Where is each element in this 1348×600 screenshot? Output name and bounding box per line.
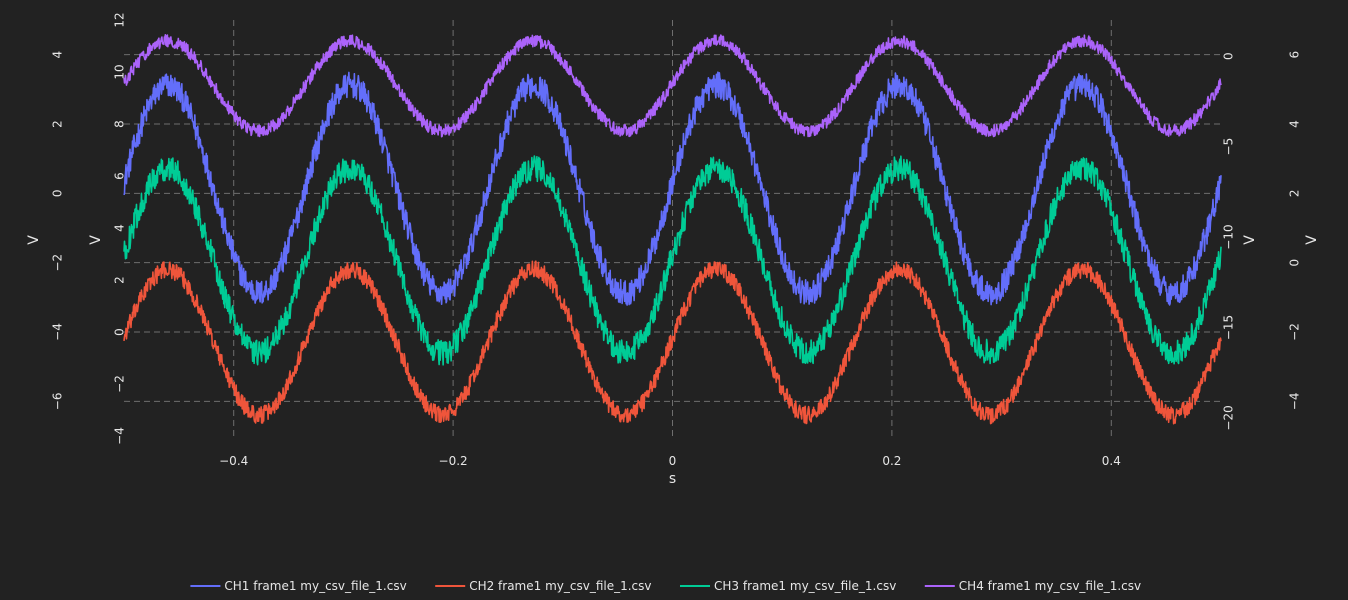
x-tick-label: 0.2 [882,454,901,468]
y3-tick-label: −20 [1222,405,1236,430]
y1-tick-label: −2 [50,254,64,272]
legend-item-ch4[interactable]: CH4 frame1 my_csv_file_1.csv [924,579,1141,593]
y3-tick-label: −5 [1221,138,1235,156]
y1-tick-label: −6 [51,392,65,410]
x-tick-label: 0.4 [1102,454,1121,468]
y1-tick-label: 0 [51,190,65,198]
legend-item-ch3[interactable]: CH3 frame1 my_csv_file_1.csv [680,579,896,593]
y4-tick-label: −4 [1288,392,1302,410]
legend-label: CH4 frame1 my_csv_file_1.csv [959,579,1141,593]
y2-tick-label: 0 [113,328,127,336]
y1-tick-label: 2 [51,120,65,128]
x-tick-label: −0.2 [439,454,468,468]
y2-tick-label: −2 [113,375,127,393]
y2-tick-label: −4 [113,427,127,445]
y3-tick-label: 0 [1222,52,1236,60]
y4-axis-title: V [1304,235,1320,245]
series-layer [123,34,1222,425]
y4-tick-label: 2 [1288,190,1302,198]
series-line-ch2 [123,260,1222,425]
legend-label: CH2 frame1 my_csv_file_1.csv [469,579,651,593]
series-line-ch3 [123,155,1222,366]
y3-tick-label: −10 [1222,224,1236,249]
x-axis-title: s [669,471,676,487]
legend: CH1 frame1 my_csv_file_1.csv CH2 frame1 m… [190,579,1141,593]
y4-tick-label: −2 [1288,323,1302,341]
y2-tick-label: 2 [113,276,127,284]
legend-label: CH1 frame1 my_csv_file_1.csv [224,579,406,593]
legend-item-ch1[interactable]: CH1 frame1 my_csv_file_1.csv [190,579,407,593]
x-tick-label: 0 [669,454,677,468]
series-line-ch1 [123,71,1222,306]
y2-tick-label: 8 [113,120,127,128]
y2-axis-title: V [88,235,104,245]
series-line-ch4 [123,34,1222,138]
y1-axis-title: V [26,235,42,245]
y3-tick-label: −15 [1221,315,1235,340]
y2-tick-label: 6 [113,172,127,180]
y3-axis-title: V [1242,235,1258,245]
x-tick-label: −0.4 [219,454,248,468]
legend-label: CH3 frame1 my_csv_file_1.csv [714,579,896,593]
y2-tick-label: 12 [113,12,127,27]
y2-tick-label: 10 [113,64,127,79]
axis-layer: −0.4 −0.2 0 0.2 0.4s−6−4−2024V−4−2024681012V… [26,12,1320,487]
legend-item-ch2[interactable]: CH2 frame1 my_csv_file_1.csv [435,579,652,593]
y2-tick-label: 4 [113,224,127,232]
y4-tick-label: 0 [1287,259,1301,267]
y4-tick-label: 6 [1287,51,1301,59]
y4-tick-label: 4 [1288,120,1302,128]
y1-tick-label: −4 [51,323,65,341]
y1-tick-label: 4 [50,51,64,59]
